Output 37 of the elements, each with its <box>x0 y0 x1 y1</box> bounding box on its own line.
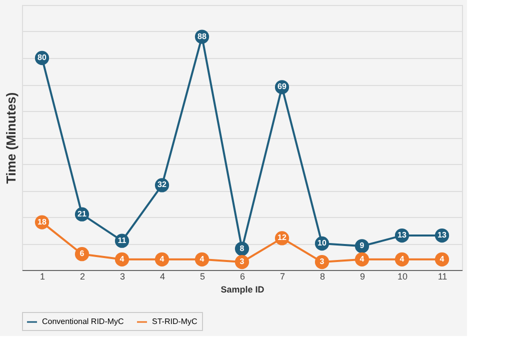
data-label: 4 <box>400 254 405 264</box>
data-label: 69 <box>278 82 287 92</box>
data-label: 88 <box>198 32 207 41</box>
data-label: 10 <box>318 238 327 248</box>
data-label: 13 <box>398 230 407 240</box>
x-tick-label: 2 <box>80 272 86 282</box>
data-label: 3 <box>240 257 245 266</box>
y-axis-title: Time (Minutes) <box>4 92 18 184</box>
data-label: 32 <box>158 180 167 190</box>
data-label: 4 <box>360 254 365 264</box>
x-tick-label: 8 <box>320 272 326 282</box>
data-label: 9 <box>360 241 365 250</box>
x-axis-title: Sample ID <box>220 284 265 294</box>
x-tick-label: 3 <box>120 272 126 282</box>
data-label: 3 <box>320 257 325 266</box>
x-tick-label: 5 <box>200 272 206 282</box>
x-tick-label: 10 <box>397 272 408 282</box>
data-label: 4 <box>200 254 205 264</box>
data-label: 4 <box>120 254 125 264</box>
data-label: 4 <box>160 254 165 264</box>
data-label: 12 <box>278 233 287 242</box>
data-label: 80 <box>38 53 47 62</box>
data-label: 6 <box>80 249 85 258</box>
data-label: 13 <box>438 230 447 240</box>
data-label: 11 <box>118 236 127 245</box>
x-tick-label: 4 <box>160 272 166 282</box>
x-tick-label: 11 <box>438 272 448 282</box>
data-label: 8 <box>240 244 245 253</box>
x-tick-label: 7 <box>280 272 286 282</box>
legend-label: Conventional RID-MyC <box>42 317 124 326</box>
legend-label: ST-RID-MyC <box>152 317 198 326</box>
data-label: 18 <box>38 217 47 226</box>
x-tick-label: 9 <box>360 272 366 282</box>
x-tick-label: 1 <box>40 272 46 282</box>
data-label: 21 <box>78 209 87 218</box>
x-tick-label: 6 <box>240 272 246 282</box>
data-label: 4 <box>440 254 445 264</box>
